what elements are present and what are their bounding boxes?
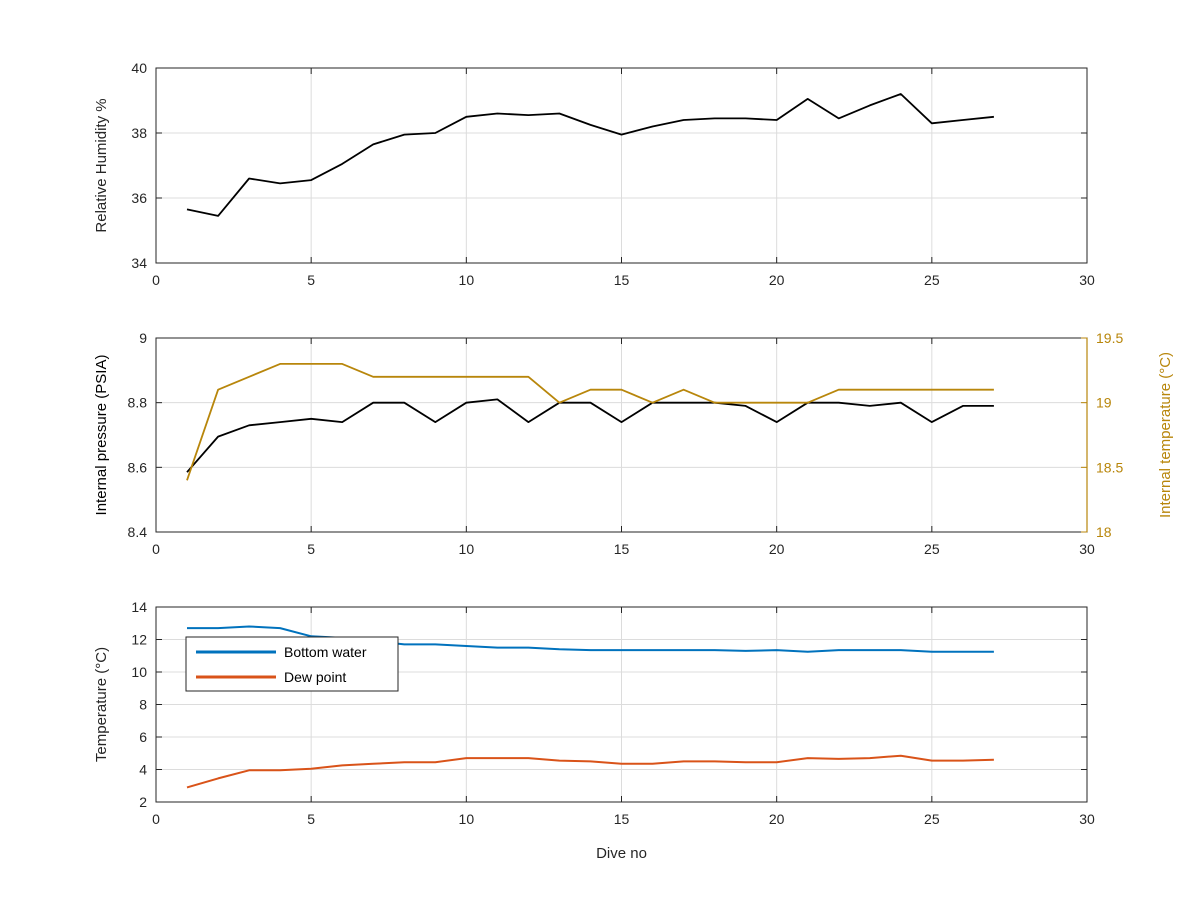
legend-label-bottom-water: Bottom water [284,644,367,660]
x-tick-label: 30 [1079,541,1095,557]
x-tick-label: 20 [769,272,785,288]
y-tick-label: 38 [131,125,147,141]
series-line-dew-point [186,754,994,789]
y-tick-label: 8.8 [128,395,148,411]
y-tick-label: 12 [131,632,147,648]
y-tick-label-right: 19.5 [1096,330,1123,346]
y-tick-label-right: 18 [1096,524,1112,540]
x-tick-label: 15 [614,541,630,557]
y-axis-title: Temperature (°C) [93,647,110,762]
y-axis-title: Internal pressure (PSIA) [93,355,110,516]
x-axis-title: Dive no [596,845,647,862]
panel-3: 0 5 10 15 20 25 30 2 4 6 8 10 12 14 Temperature (°C) Di… [93,599,1095,862]
series-line-series-2 [186,362,994,481]
x-tick-label: 0 [152,541,160,557]
series-line-series-1 [186,93,994,217]
y-tick-label: 6 [139,729,147,745]
x-tick-label: 30 [1079,272,1095,288]
x-tick-label: 15 [614,811,630,827]
y-tick-label: 9 [139,330,147,346]
legend-label-dew-point: Dew point [284,669,346,685]
x-tick-label: 0 [152,272,160,288]
y-tick-label: 8.4 [128,524,148,540]
y-tick-label: 36 [131,190,147,206]
y-tick-label: 34 [131,255,147,271]
x-tick-label: 25 [924,541,940,557]
x-tick-label: 5 [307,272,315,288]
panel-1: 0 5 10 15 20 25 30 34 36 38 40 Relative Humidity % [93,60,1095,288]
y-tick-label: 10 [131,664,147,680]
x-tick-label: 25 [924,272,940,288]
x-tick-label: 10 [459,811,475,827]
x-tick-label: 25 [924,811,940,827]
x-tick-label: 20 [769,541,785,557]
y-tick-label: 40 [131,60,147,76]
x-tick-label: 10 [459,272,475,288]
x-tick-label: 5 [307,811,315,827]
legend: Bottom water Dew point [185,636,399,692]
y-axis-title: Relative Humidity % [93,98,110,232]
y-tick-label: 8 [139,697,147,713]
x-tick-label: 5 [307,541,315,557]
y-tick-label: 2 [139,794,147,810]
y-axis-title-right: Internal temperature (°C) [1157,352,1174,518]
series-line-series-1 [186,398,994,473]
y-tick-label: 4 [139,762,147,778]
y-tick-label-right: 18.5 [1096,459,1123,475]
x-tick-label: 20 [769,811,785,827]
x-tick-label: 15 [614,272,630,288]
x-tick-label: 30 [1079,811,1095,827]
y-tick-label: 14 [131,599,147,615]
panel-2: 0 5 10 15 20 25 30 8.4 8.6 8.8 9 18 18.5 19 19.5 Intern… [93,330,1174,557]
y-tick-label-right: 19 [1096,395,1112,411]
x-tick-label: 0 [152,811,160,827]
y-tick-label: 8.6 [128,459,148,475]
x-tick-label: 10 [459,541,475,557]
legend-box [185,636,399,692]
